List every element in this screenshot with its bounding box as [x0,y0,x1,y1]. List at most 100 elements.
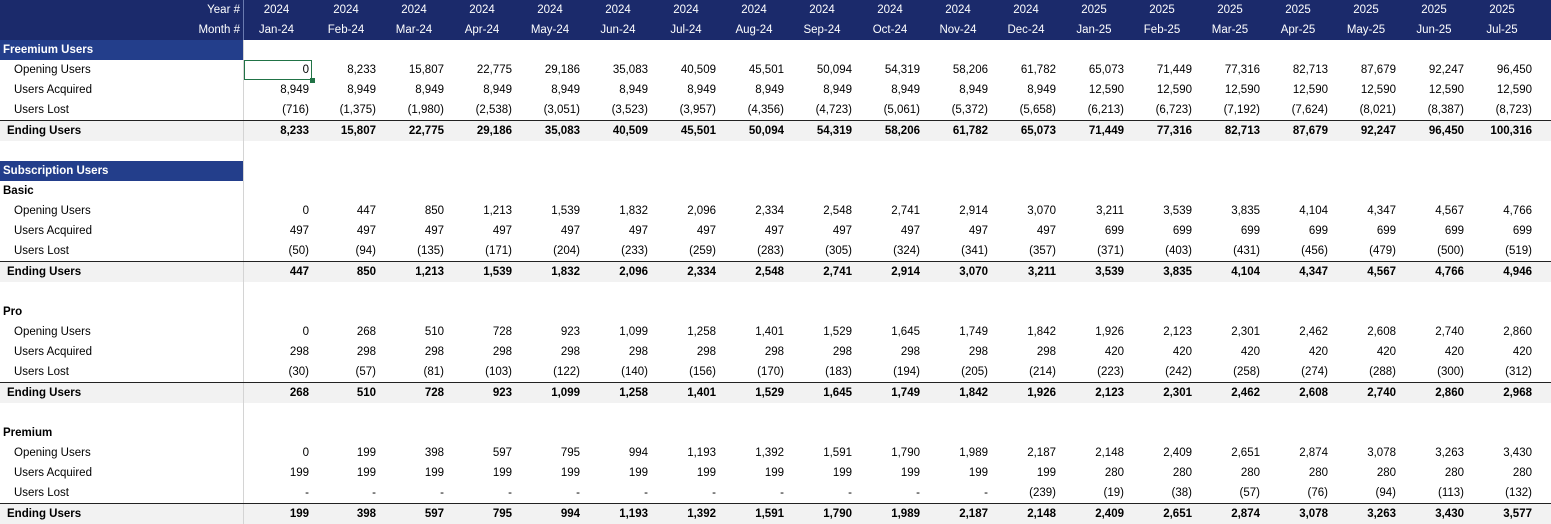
value-cell[interactable]: (94) [1375,487,1396,499]
value-cell[interactable]: 497 [356,225,376,237]
value-cell[interactable] [788,40,856,60]
value-cell[interactable]: 3,078 [1299,508,1328,520]
value-cell[interactable] [788,423,856,443]
value-cell[interactable] [312,161,380,181]
value-cell[interactable]: 12,590 [1360,84,1396,96]
value-cell[interactable]: 15,807 [340,125,376,137]
value-cell[interactable]: - [848,487,852,499]
value-cell[interactable] [516,302,584,322]
row-label[interactable]: Ending Users [0,383,244,403]
value-cell[interactable] [720,40,788,60]
value-cell[interactable] [1128,423,1196,443]
value-cell[interactable]: (6,213) [1087,104,1124,116]
row-label[interactable]: Opening Users [0,443,244,463]
value-cell[interactable] [448,302,516,322]
value-cell[interactable]: 4,347 [1367,205,1396,217]
value-cell[interactable]: (171) [485,245,512,257]
value-cell[interactable]: 850 [356,266,376,278]
value-cell[interactable]: 87,679 [1360,64,1396,76]
month-cell[interactable]: Jan-24 [258,24,295,36]
value-cell[interactable]: (341) [961,245,988,257]
value-cell[interactable]: 0 [302,205,309,217]
value-cell[interactable]: 2,187 [1027,447,1056,459]
value-cell[interactable] [1400,282,1468,302]
value-cell[interactable]: 2,740 [1435,326,1464,338]
value-cell[interactable]: 8,949 [1027,84,1056,96]
value-cell[interactable] [1264,161,1332,181]
value-cell[interactable]: (8,021) [1359,104,1396,116]
value-cell[interactable] [1128,302,1196,322]
value-cell[interactable]: 1,099 [551,387,580,399]
value-cell[interactable] [924,302,992,322]
value-cell[interactable]: 15,807 [408,64,444,76]
month-cell[interactable]: Jul-25 [1486,24,1518,36]
value-cell[interactable] [1400,161,1468,181]
value-cell[interactable]: 298 [356,346,376,358]
value-cell[interactable]: 12,590 [1428,84,1464,96]
value-cell[interactable] [1060,403,1128,423]
value-cell[interactable]: (4,723) [815,104,852,116]
value-cell[interactable] [244,141,312,161]
value-cell[interactable] [1468,141,1536,161]
value-cell[interactable]: (94) [355,245,376,257]
value-cell[interactable]: 4,104 [1231,266,1260,278]
value-cell[interactable] [516,161,584,181]
value-cell[interactable]: - [984,487,988,499]
year-cell[interactable]: 2024 [877,4,903,16]
row-label[interactable]: Users Acquired [0,80,244,100]
value-cell[interactable] [1264,282,1332,302]
value-cell[interactable] [1060,423,1128,443]
value-cell[interactable] [380,181,448,201]
value-cell[interactable] [312,403,380,423]
value-cell[interactable]: (140) [621,366,648,378]
row-label[interactable]: Users Lost [0,483,244,503]
value-cell[interactable]: 994 [628,447,648,459]
value-cell[interactable]: 298 [424,346,444,358]
value-cell[interactable] [380,282,448,302]
row-label[interactable] [0,403,244,423]
value-cell[interactable]: 1,258 [619,387,648,399]
value-cell[interactable]: (204) [553,245,580,257]
value-cell[interactable]: 35,083 [544,125,580,137]
value-cell[interactable] [244,282,312,302]
value-cell[interactable] [244,302,312,322]
value-cell[interactable] [1332,302,1400,322]
value-cell[interactable]: 4,946 [1503,266,1532,278]
value-cell[interactable]: 65,073 [1088,64,1124,76]
value-cell[interactable]: 65,073 [1020,125,1056,137]
value-cell[interactable] [1196,181,1264,201]
value-cell[interactable]: (8,723) [1495,104,1532,116]
value-cell[interactable]: 8,949 [959,84,988,96]
value-cell[interactable]: 994 [560,508,580,520]
value-cell[interactable] [1468,161,1536,181]
value-cell[interactable] [584,141,652,161]
value-cell[interactable]: 4,347 [1299,266,1328,278]
value-cell[interactable] [448,161,516,181]
value-cell[interactable]: 82,713 [1224,125,1260,137]
value-cell[interactable]: 2,548 [823,205,852,217]
value-cell[interactable]: 497 [492,225,512,237]
value-cell[interactable]: (223) [1097,366,1124,378]
value-cell[interactable]: 3,263 [1367,508,1396,520]
value-cell[interactable]: 2,334 [687,266,716,278]
value-cell[interactable] [584,282,652,302]
value-cell[interactable]: 280 [1512,467,1532,479]
value-cell[interactable]: 45,501 [680,125,716,137]
value-cell[interactable] [924,161,992,181]
row-label[interactable]: Pro [0,302,244,322]
value-cell[interactable]: (3,957) [679,104,716,116]
value-cell[interactable] [856,423,924,443]
value-cell[interactable]: 8,949 [755,84,784,96]
value-cell[interactable] [652,141,720,161]
value-cell[interactable]: 1,842 [1027,326,1056,338]
value-cell[interactable]: 22,775 [476,64,512,76]
value-cell[interactable]: 497 [628,225,648,237]
row-label[interactable]: Users Lost [0,362,244,382]
value-cell[interactable]: 199 [356,447,376,459]
value-cell[interactable]: 420 [1172,346,1192,358]
value-cell[interactable]: (19) [1103,487,1124,499]
value-cell[interactable] [652,161,720,181]
value-cell[interactable]: (456) [1301,245,1328,257]
month-cell[interactable]: Feb-25 [1143,24,1181,36]
value-cell[interactable] [720,423,788,443]
